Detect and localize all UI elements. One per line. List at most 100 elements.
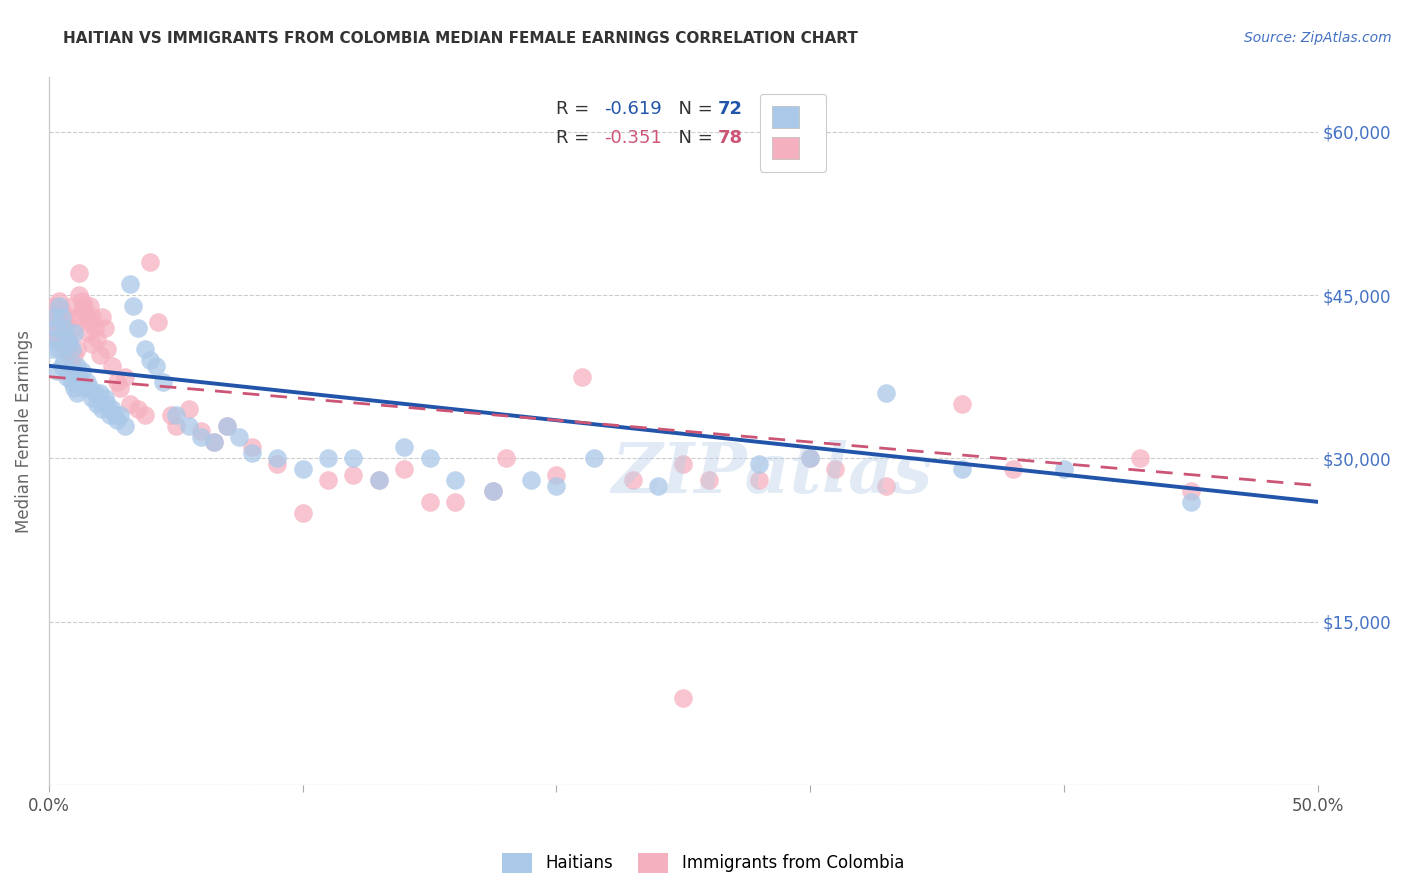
Point — [96, 397, 118, 411]
Point — [66, 386, 89, 401]
Text: 72: 72 — [717, 100, 742, 119]
Point — [159, 408, 181, 422]
Y-axis label: Median Female Earnings: Median Female Earnings — [15, 330, 32, 533]
Point — [66, 359, 89, 373]
Point — [748, 457, 770, 471]
Text: 78: 78 — [717, 128, 742, 146]
Point — [83, 320, 105, 334]
Text: R =: R = — [557, 100, 595, 119]
Point — [70, 304, 93, 318]
Point — [672, 457, 695, 471]
Point — [120, 277, 142, 292]
Point — [67, 266, 90, 280]
Point — [55, 332, 77, 346]
Point — [824, 462, 846, 476]
Point — [108, 380, 131, 394]
Point — [58, 364, 80, 378]
Text: HAITIAN VS IMMIGRANTS FROM COLOMBIA MEDIAN FEMALE EARNINGS CORRELATION CHART: HAITIAN VS IMMIGRANTS FROM COLOMBIA MEDI… — [63, 31, 858, 46]
Point — [42, 315, 65, 329]
Point — [48, 343, 70, 357]
Point — [66, 343, 89, 357]
Point — [419, 451, 441, 466]
Point — [1053, 462, 1076, 476]
Point — [571, 369, 593, 384]
Point — [51, 304, 73, 318]
Point — [621, 473, 644, 487]
Point — [190, 424, 212, 438]
Point — [48, 293, 70, 308]
Point — [316, 451, 339, 466]
Point — [91, 310, 114, 324]
Point — [45, 364, 67, 378]
Point — [127, 320, 149, 334]
Point — [79, 299, 101, 313]
Point — [266, 451, 288, 466]
Point — [134, 343, 156, 357]
Text: ZIPatlas: ZIPatlas — [612, 440, 932, 508]
Point — [121, 299, 143, 313]
Point — [94, 320, 117, 334]
Point — [799, 451, 821, 466]
Point — [89, 386, 111, 401]
Point — [120, 397, 142, 411]
Point — [42, 332, 65, 346]
Point — [55, 369, 77, 384]
Point — [51, 359, 73, 373]
Point — [45, 320, 67, 334]
Point — [82, 392, 104, 406]
Point — [127, 402, 149, 417]
Point — [76, 375, 98, 389]
Point — [215, 418, 238, 433]
Point — [950, 462, 973, 476]
Point — [96, 343, 118, 357]
Point — [108, 408, 131, 422]
Point — [53, 353, 76, 368]
Point — [51, 310, 73, 324]
Point — [215, 418, 238, 433]
Point — [60, 299, 83, 313]
Point — [291, 506, 314, 520]
Point — [799, 451, 821, 466]
Legend: Haitians, Immigrants from Colombia: Haitians, Immigrants from Colombia — [495, 847, 911, 880]
Point — [63, 348, 86, 362]
Point — [419, 495, 441, 509]
Point — [53, 332, 76, 346]
Point — [240, 446, 263, 460]
Point — [86, 332, 108, 346]
Point — [165, 418, 187, 433]
Point — [60, 343, 83, 357]
Point — [482, 483, 505, 498]
Point — [291, 462, 314, 476]
Point — [202, 434, 225, 449]
Point — [51, 337, 73, 351]
Point — [63, 320, 86, 334]
Point — [70, 364, 93, 378]
Point — [1002, 462, 1025, 476]
Text: Source: ZipAtlas.com: Source: ZipAtlas.com — [1244, 31, 1392, 45]
Point — [86, 397, 108, 411]
Point — [79, 315, 101, 329]
Point — [546, 478, 568, 492]
Point — [66, 310, 89, 324]
Point — [228, 429, 250, 443]
Point — [266, 457, 288, 471]
Text: -0.351: -0.351 — [605, 128, 662, 146]
Point — [392, 462, 415, 476]
Point — [82, 310, 104, 324]
Point — [107, 375, 129, 389]
Point — [89, 348, 111, 362]
Point — [145, 359, 167, 373]
Point — [114, 369, 136, 384]
Point — [177, 402, 200, 417]
Point — [482, 483, 505, 498]
Point — [94, 392, 117, 406]
Point — [367, 473, 389, 487]
Point — [342, 467, 364, 482]
Point — [98, 408, 121, 422]
Point — [104, 408, 127, 422]
Point — [67, 369, 90, 384]
Point — [546, 467, 568, 482]
Point — [60, 359, 83, 373]
Point — [48, 299, 70, 313]
Point — [139, 255, 162, 269]
